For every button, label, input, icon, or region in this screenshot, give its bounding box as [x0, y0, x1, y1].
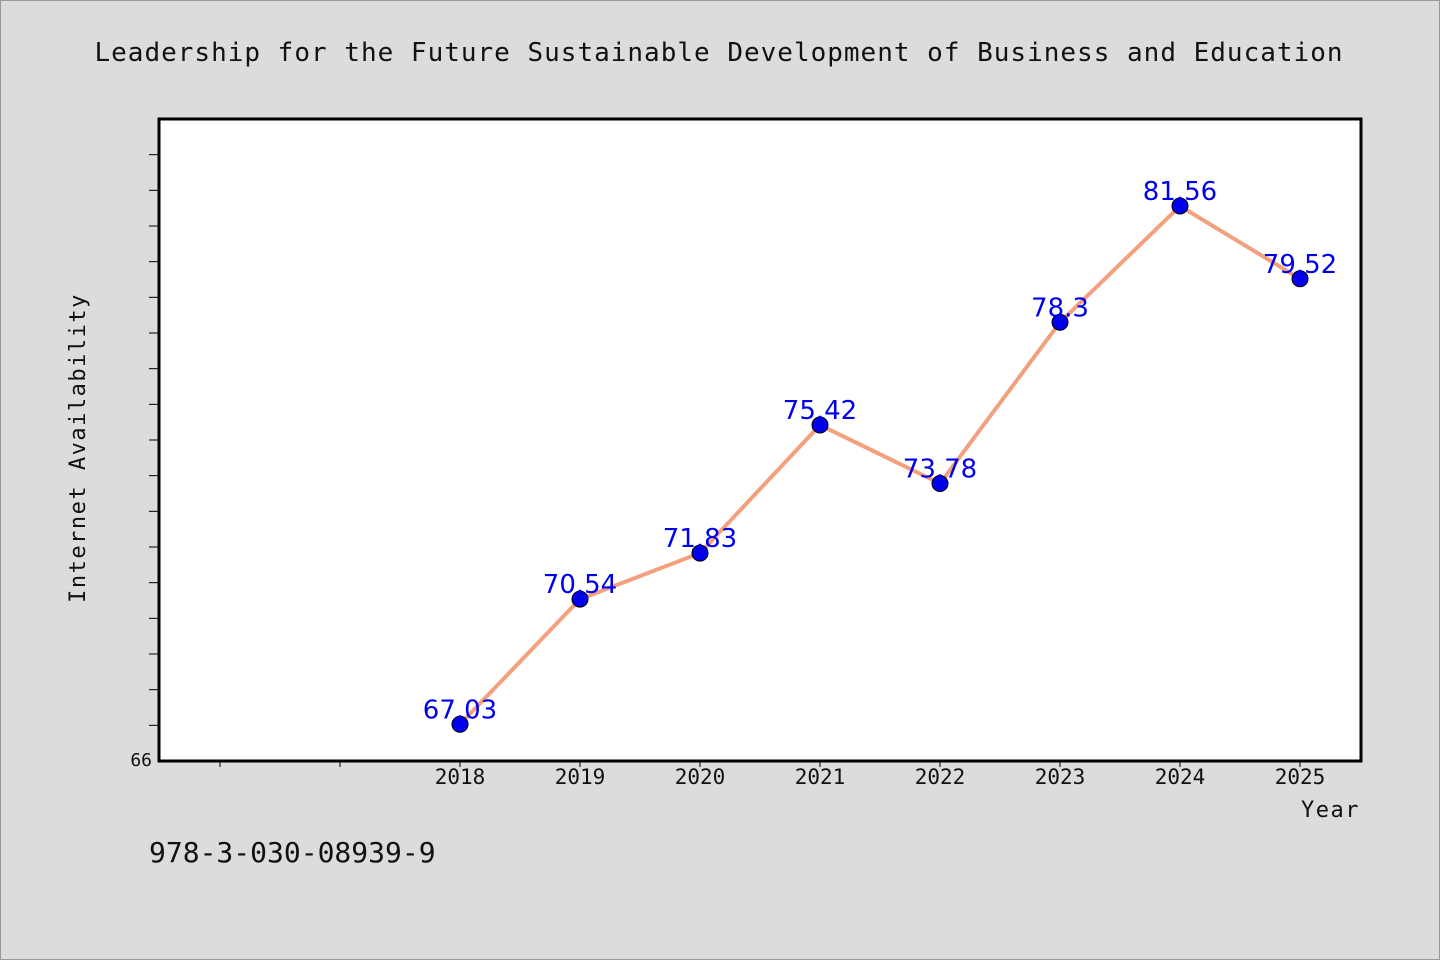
x-tick-label: 2020 [675, 765, 726, 789]
x-tick-label: 2019 [555, 765, 606, 789]
x-axis-ticks [219, 761, 1301, 767]
data-point-marker [1171, 197, 1189, 215]
data-label: 81.56 [1143, 177, 1217, 207]
x-tick-label: 2023 [1035, 765, 1086, 789]
y-axis-ticks [149, 154, 159, 726]
data-label: 67.03 [423, 695, 497, 725]
y-axis-label: Internet Availability [66, 293, 91, 603]
data-point-marker [691, 544, 709, 562]
x-axis-label: Year [1301, 798, 1360, 823]
data-label: 73.78 [903, 455, 977, 485]
x-tick-label: 2022 [915, 765, 966, 789]
plot-area [157, 117, 1363, 763]
data-label: 75.42 [783, 396, 857, 426]
data-label: 70.54 [543, 570, 617, 600]
isbn-footer: 978-3-030-08939-9 [149, 836, 436, 869]
chart-title: Leadership for the Future Sustainable De… [95, 38, 1344, 68]
x-tick-label: 2021 [795, 765, 846, 789]
data-label: 71.83 [663, 524, 737, 554]
data-point-marker [811, 416, 829, 434]
series-line [458, 204, 1302, 727]
x-tick-label: 2025 [1275, 765, 1326, 789]
series-group: 67.03 70.54 71.83 75.42 73.78 78.3 81.56 79.52 [423, 177, 1337, 733]
data-point-marker [1051, 313, 1069, 331]
data-point-marker [931, 475, 949, 493]
x-tick-labels: 2018 2019 2020 2021 2022 2023 2024 2025 [435, 765, 1326, 789]
data-point-marker [571, 590, 589, 608]
data-label: 79.52 [1263, 250, 1337, 280]
y-tick-label-min: 66 [130, 750, 152, 771]
data-label: 78.3 [1031, 293, 1089, 323]
data-point-marker [1291, 270, 1309, 288]
x-tick-label: 2018 [435, 765, 486, 789]
x-tick-label: 2024 [1155, 765, 1206, 789]
data-point-marker [451, 715, 469, 733]
